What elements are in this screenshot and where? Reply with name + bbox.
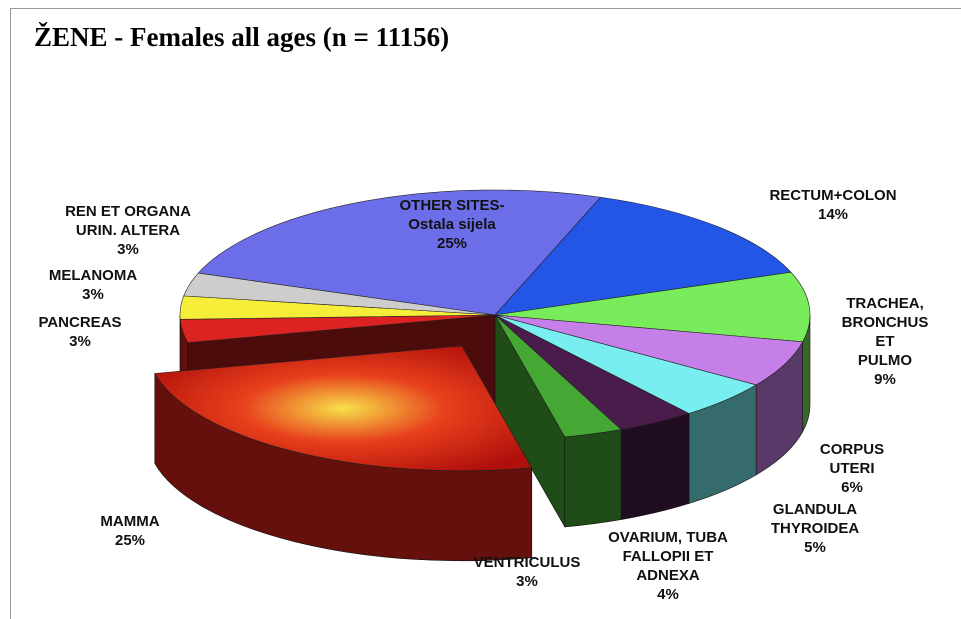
category-label: TRACHEA, BRONCHUS ET PULMO <box>842 294 929 370</box>
category-label: RECTUM+COLON <box>769 186 896 205</box>
slice-side <box>621 414 689 520</box>
value-label: 3% <box>65 240 191 259</box>
value-label: 3% <box>474 572 581 591</box>
category-label: VENTRICULUS <box>474 553 581 572</box>
category-label: MAMMA <box>100 512 159 531</box>
value-label: 4% <box>608 585 728 604</box>
category-label: OTHER SITES- Ostala sijela <box>399 196 504 234</box>
value-label: 14% <box>769 205 896 224</box>
category-label: OVARIUM, TUBA FALLOPII ET ADNEXA <box>608 528 728 585</box>
category-label: CORPUS UTERI <box>798 440 907 478</box>
category-label: MELANOMA <box>49 266 137 285</box>
category-label: REN ET ORGANA URIN. ALTERA <box>65 202 191 240</box>
value-label: 25% <box>100 531 159 550</box>
value-label: 3% <box>49 285 137 304</box>
value-label: 6% <box>798 478 907 497</box>
category-label: PANCREAS <box>38 313 121 332</box>
value-label: 9% <box>842 370 929 389</box>
slice-side <box>565 430 621 527</box>
value-label: 5% <box>771 538 859 557</box>
category-label: GLANDULA THYROIDEA <box>771 500 859 538</box>
value-label: 3% <box>38 332 121 351</box>
value-label: 25% <box>399 234 504 253</box>
